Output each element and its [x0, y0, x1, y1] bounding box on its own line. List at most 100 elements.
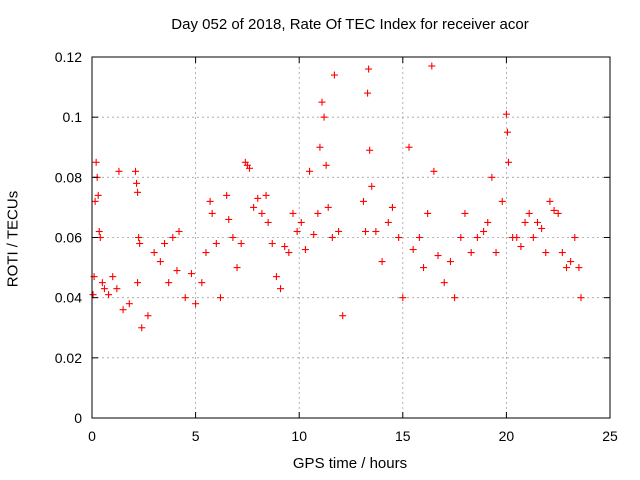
- data-point: [258, 209, 266, 217]
- data-point: [134, 279, 142, 287]
- data-point: [424, 209, 432, 217]
- data-point: [461, 209, 469, 217]
- data-point: [92, 158, 100, 166]
- data-point: [109, 273, 117, 281]
- axis-ticks: 0 5 10 15 20 25 0 0.02 0.04 0.06 0.08 0.1 0.12: [55, 49, 618, 444]
- data-point: [119, 306, 127, 314]
- data-point: [503, 128, 511, 136]
- data-point: [521, 218, 529, 226]
- data-point: [529, 234, 537, 241]
- data-point: [320, 113, 328, 121]
- data-point: [513, 234, 521, 241]
- data-point: [339, 312, 347, 320]
- data-point: [175, 227, 183, 235]
- data-point: [237, 240, 245, 248]
- data-point: [428, 62, 436, 70]
- data-point: [368, 182, 376, 190]
- data-point: [225, 215, 233, 223]
- data-point: [502, 110, 510, 118]
- data-point: [272, 273, 280, 281]
- data-point: [533, 218, 541, 226]
- data-point: [314, 209, 322, 217]
- data-point: [198, 279, 206, 287]
- data-point: [571, 234, 579, 241]
- data-point: [233, 264, 241, 272]
- data-point: [136, 240, 144, 248]
- data-point: [420, 264, 428, 272]
- data-point: [335, 227, 343, 235]
- data-point: [262, 191, 270, 199]
- data-point: [297, 218, 305, 226]
- data-point: [550, 206, 558, 214]
- data-point: [498, 197, 506, 205]
- data-point: [306, 167, 314, 175]
- data-point: [525, 209, 533, 217]
- data-point: [372, 227, 380, 235]
- data-point: [301, 246, 309, 254]
- y-tick-label: 0.1: [63, 109, 83, 125]
- data-point: [100, 285, 108, 293]
- data-point: [415, 234, 423, 241]
- data-point: [229, 234, 237, 241]
- data-point: [223, 191, 231, 199]
- data-point: [330, 71, 338, 79]
- data-point: [94, 191, 102, 199]
- x-tick-label: 20: [499, 428, 515, 444]
- x-axis-label: GPS time / hours: [292, 455, 408, 472]
- data-point: [328, 234, 336, 241]
- data-point: [384, 218, 392, 226]
- y-tick-label: 0.04: [55, 290, 82, 306]
- data-point: [115, 167, 123, 175]
- data-point: [89, 291, 97, 299]
- data-point: [440, 279, 448, 287]
- data-point: [281, 243, 289, 251]
- data-point: [558, 249, 566, 257]
- data-point: [467, 249, 475, 257]
- data-point: [125, 300, 133, 308]
- data-point: [105, 291, 113, 299]
- data-point: [446, 258, 454, 266]
- data-point: [289, 209, 297, 217]
- y-tick-label: 0.06: [55, 230, 82, 246]
- data-point: [504, 158, 512, 166]
- data-point: [434, 252, 442, 260]
- data-point: [132, 167, 140, 175]
- y-axis-label: ROTI / TECUs: [4, 190, 22, 288]
- data-point: [546, 197, 554, 205]
- data-point: [388, 203, 396, 211]
- data-point: [95, 227, 103, 235]
- data-point: [538, 224, 546, 232]
- data-point: [310, 230, 318, 238]
- data-point: [169, 234, 177, 241]
- data-point: [395, 234, 403, 241]
- data-point: [156, 258, 164, 266]
- data-point: [206, 197, 214, 205]
- data-point: [322, 161, 330, 169]
- data-point: [250, 203, 258, 211]
- x-tick-label: 10: [291, 428, 307, 444]
- chart-title: Day 052 of 2018, Rate Of TEC Index for r…: [171, 16, 529, 33]
- data-point: [293, 227, 301, 235]
- data-point: [138, 324, 146, 332]
- data-point: [577, 294, 585, 302]
- data-point: [517, 243, 525, 251]
- data-point: [567, 258, 575, 266]
- data-point: [254, 194, 262, 202]
- y-tick-label: 0.08: [55, 169, 82, 185]
- data-point: [245, 164, 253, 172]
- data-point: [480, 227, 488, 235]
- y-tick-label: 0.02: [55, 350, 82, 366]
- x-tick-label: 0: [88, 428, 96, 444]
- data-point: [405, 143, 413, 151]
- data-point: [113, 285, 121, 293]
- data-point: [187, 270, 195, 278]
- x-tick-label: 15: [395, 428, 411, 444]
- data-point: [192, 300, 200, 308]
- data-point: [98, 279, 106, 287]
- data-point: [264, 218, 272, 226]
- data-point: [268, 240, 276, 248]
- data-point: [144, 312, 152, 320]
- data-point: [562, 264, 570, 272]
- data-point: [318, 98, 326, 106]
- data-point: [542, 249, 550, 257]
